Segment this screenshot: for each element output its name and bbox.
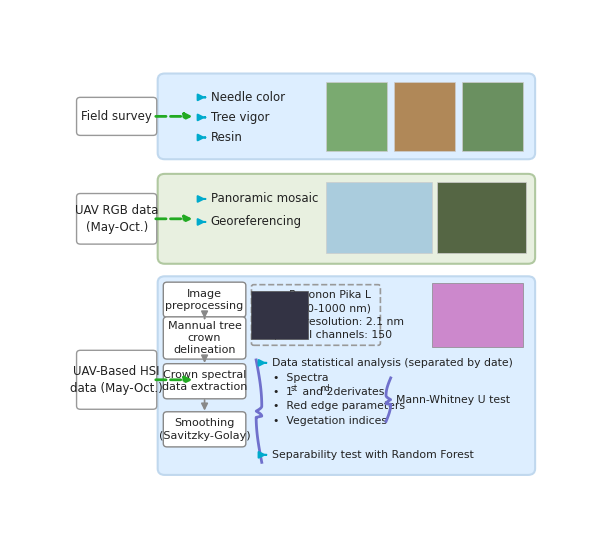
Text: Data statistical analysis (separated by date): Data statistical analysis (separated by … (272, 358, 512, 368)
Bar (327, 82, 387, 151)
Text: Smoothing
(Savitzky-Golay): Smoothing (Savitzky-Golay) (159, 418, 250, 440)
Text: •: • (273, 387, 287, 397)
Text: Mann-Whitney U test: Mann-Whitney U test (396, 395, 511, 405)
Text: •  Red edge parameters: • Red edge parameters (273, 401, 405, 412)
FancyBboxPatch shape (77, 193, 157, 244)
FancyBboxPatch shape (163, 412, 246, 447)
Bar (252, 291, 308, 339)
Text: •  Vegetation indices: • Vegetation indices (273, 415, 387, 426)
Bar (462, 82, 523, 151)
Bar (432, 282, 523, 348)
FancyBboxPatch shape (163, 317, 246, 359)
Text: st: st (290, 384, 298, 393)
FancyBboxPatch shape (77, 350, 157, 409)
Text: •  Spectra: • Spectra (273, 373, 329, 383)
Text: Crown spectral
data extraction: Crown spectral data extraction (162, 370, 247, 393)
Text: Resonon Pika L
(400-1000 nm)
Spectral resolution: 2.1 nm
Spectral channels: 150: Resonon Pika L (400-1000 nm) Spectral re… (256, 290, 404, 340)
Text: and 2: and 2 (299, 387, 333, 397)
Text: Tree vigor: Tree vigor (211, 111, 269, 124)
Text: UAV RGB data
(May-Oct.): UAV RGB data (May-Oct.) (75, 204, 159, 234)
FancyBboxPatch shape (158, 174, 535, 264)
Text: Resin: Resin (211, 131, 243, 144)
Text: Separability test with Random Forest: Separability test with Random Forest (272, 450, 473, 460)
Text: Needle color: Needle color (211, 91, 285, 104)
Bar (394, 82, 456, 151)
Bar (437, 182, 526, 253)
Text: Georeferencing: Georeferencing (211, 216, 302, 229)
FancyBboxPatch shape (252, 285, 381, 345)
Bar (327, 182, 432, 253)
FancyBboxPatch shape (158, 73, 535, 159)
Text: Panoramic mosaic: Panoramic mosaic (211, 192, 318, 205)
Text: 1: 1 (286, 387, 293, 397)
Text: UAV-Based HSI
data (May-Oct.): UAV-Based HSI data (May-Oct.) (70, 365, 163, 395)
Text: derivates: derivates (330, 387, 384, 397)
FancyBboxPatch shape (163, 364, 246, 399)
FancyBboxPatch shape (77, 97, 157, 135)
Text: nd: nd (321, 384, 330, 393)
Text: Mannual tree
crown
delineation: Mannual tree crown delineation (168, 320, 241, 355)
Text: Image
preprocessing: Image preprocessing (165, 288, 244, 311)
FancyBboxPatch shape (163, 282, 246, 317)
Text: Field survey: Field survey (81, 110, 152, 123)
FancyBboxPatch shape (158, 276, 535, 475)
